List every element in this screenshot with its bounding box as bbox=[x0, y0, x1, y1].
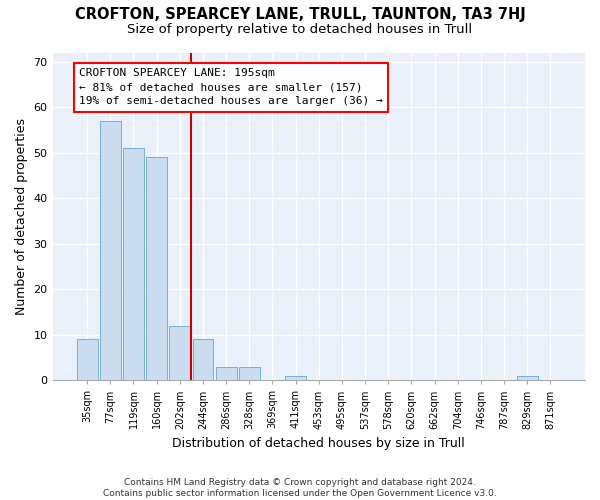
Y-axis label: Number of detached properties: Number of detached properties bbox=[15, 118, 28, 315]
Bar bbox=[239, 366, 260, 380]
Bar bbox=[517, 376, 538, 380]
Bar bbox=[123, 148, 144, 380]
Bar bbox=[285, 376, 306, 380]
Bar bbox=[169, 326, 190, 380]
Text: CROFTON SPEARCEY LANE: 195sqm
← 81% of detached houses are smaller (157)
19% of : CROFTON SPEARCEY LANE: 195sqm ← 81% of d… bbox=[79, 68, 383, 106]
Text: Contains HM Land Registry data © Crown copyright and database right 2024.
Contai: Contains HM Land Registry data © Crown c… bbox=[103, 478, 497, 498]
Text: Size of property relative to detached houses in Trull: Size of property relative to detached ho… bbox=[127, 22, 473, 36]
Bar bbox=[193, 340, 214, 380]
Bar bbox=[100, 121, 121, 380]
Bar bbox=[216, 366, 236, 380]
Bar bbox=[146, 157, 167, 380]
Text: CROFTON, SPEARCEY LANE, TRULL, TAUNTON, TA3 7HJ: CROFTON, SPEARCEY LANE, TRULL, TAUNTON, … bbox=[74, 8, 526, 22]
Bar bbox=[77, 340, 98, 380]
X-axis label: Distribution of detached houses by size in Trull: Distribution of detached houses by size … bbox=[172, 437, 465, 450]
